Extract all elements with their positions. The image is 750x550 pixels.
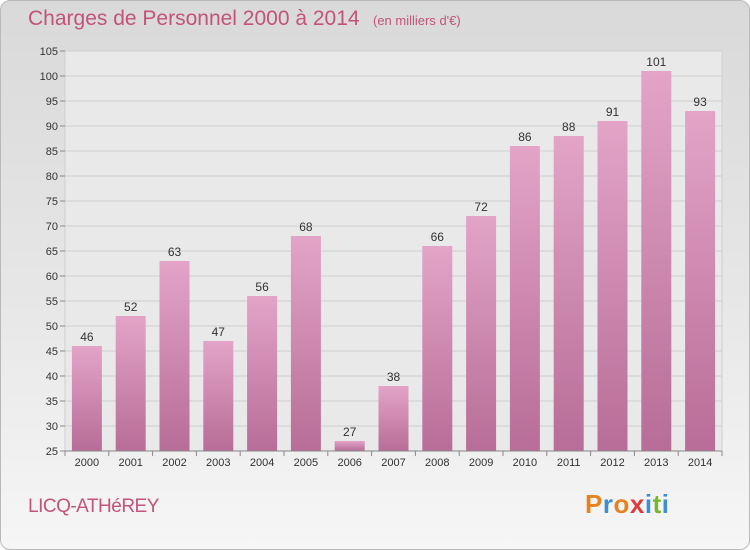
x-tick-label: 2004 bbox=[250, 457, 274, 469]
place-name: LICQ-ATHéREY bbox=[28, 496, 159, 517]
y-tick-label: 100 bbox=[40, 71, 58, 83]
x-tick-label: 2009 bbox=[469, 457, 493, 469]
x-tick-label: 2008 bbox=[425, 457, 449, 469]
x-tick-label: 2006 bbox=[337, 457, 361, 469]
x-tick-label: 2010 bbox=[513, 457, 537, 469]
x-tick-label: 2000 bbox=[75, 457, 99, 469]
logo-letter: i bbox=[644, 489, 653, 519]
data-label: 68 bbox=[299, 220, 313, 234]
x-tick-label: 2011 bbox=[557, 457, 581, 469]
bar bbox=[378, 386, 409, 451]
chart-subtitle: (en milliers d'€) bbox=[373, 13, 461, 28]
x-tick-label: 2003 bbox=[206, 457, 230, 469]
bar bbox=[71, 346, 102, 451]
y-tick-label: 75 bbox=[46, 196, 58, 208]
data-label: 93 bbox=[693, 95, 707, 109]
logo-letter: i bbox=[661, 489, 670, 519]
x-tick-label: 2002 bbox=[162, 457, 186, 469]
y-tick-label: 70 bbox=[46, 221, 58, 233]
logo-letter: r bbox=[602, 489, 614, 519]
bar bbox=[334, 441, 365, 451]
y-tick-label: 80 bbox=[46, 171, 58, 183]
bar bbox=[159, 261, 190, 451]
bar bbox=[115, 316, 146, 451]
y-tick-label: 90 bbox=[46, 121, 58, 133]
logo-letter: o bbox=[613, 489, 630, 519]
logo-letter: t bbox=[652, 489, 662, 519]
bar bbox=[597, 121, 628, 451]
x-tick-label: 2014 bbox=[688, 457, 712, 469]
data-label: 88 bbox=[562, 120, 576, 134]
x-tick-label: 2007 bbox=[381, 457, 405, 469]
bar bbox=[641, 71, 672, 451]
data-label: 66 bbox=[431, 230, 445, 244]
y-tick-label: 65 bbox=[46, 246, 58, 258]
data-label: 91 bbox=[606, 105, 620, 119]
data-label: 47 bbox=[212, 325, 226, 339]
y-tick-label: 55 bbox=[46, 296, 58, 308]
y-tick-label: 40 bbox=[46, 371, 58, 383]
y-tick-label: 50 bbox=[46, 321, 58, 333]
bar bbox=[466, 216, 497, 451]
bar bbox=[509, 146, 540, 451]
proxiti-logo: Proxiti bbox=[585, 489, 669, 520]
y-tick-label: 60 bbox=[46, 271, 58, 283]
y-tick-label: 95 bbox=[46, 96, 58, 108]
bar bbox=[422, 246, 453, 451]
chart-title: Charges de Personnel 2000 à 2014 bbox=[28, 7, 360, 30]
bar bbox=[685, 111, 716, 451]
data-label: 72 bbox=[474, 200, 488, 214]
data-label: 27 bbox=[343, 425, 357, 439]
logo-letter: P bbox=[585, 489, 603, 519]
bar bbox=[203, 341, 234, 451]
y-tick-label: 45 bbox=[46, 346, 58, 358]
data-label: 63 bbox=[168, 245, 182, 259]
y-tick-label: 105 bbox=[40, 46, 58, 58]
data-label: 86 bbox=[518, 130, 532, 144]
x-tick-label: 2005 bbox=[294, 457, 318, 469]
logo-letter: x bbox=[629, 489, 645, 519]
bar bbox=[553, 136, 584, 451]
bar bbox=[290, 236, 321, 451]
x-tick-label: 2013 bbox=[644, 457, 668, 469]
x-tick-label: 2001 bbox=[118, 457, 142, 469]
x-tick-label: 2012 bbox=[600, 457, 624, 469]
data-label: 46 bbox=[80, 330, 94, 344]
y-tick-label: 85 bbox=[46, 146, 58, 158]
data-label: 56 bbox=[255, 280, 269, 294]
data-label: 52 bbox=[124, 300, 138, 314]
data-label: 101 bbox=[646, 55, 666, 69]
y-tick-label: 35 bbox=[46, 396, 58, 408]
y-tick-label: 30 bbox=[46, 421, 58, 433]
data-label: 38 bbox=[387, 370, 401, 384]
bar bbox=[247, 296, 278, 451]
y-tick-label: 25 bbox=[46, 446, 58, 458]
